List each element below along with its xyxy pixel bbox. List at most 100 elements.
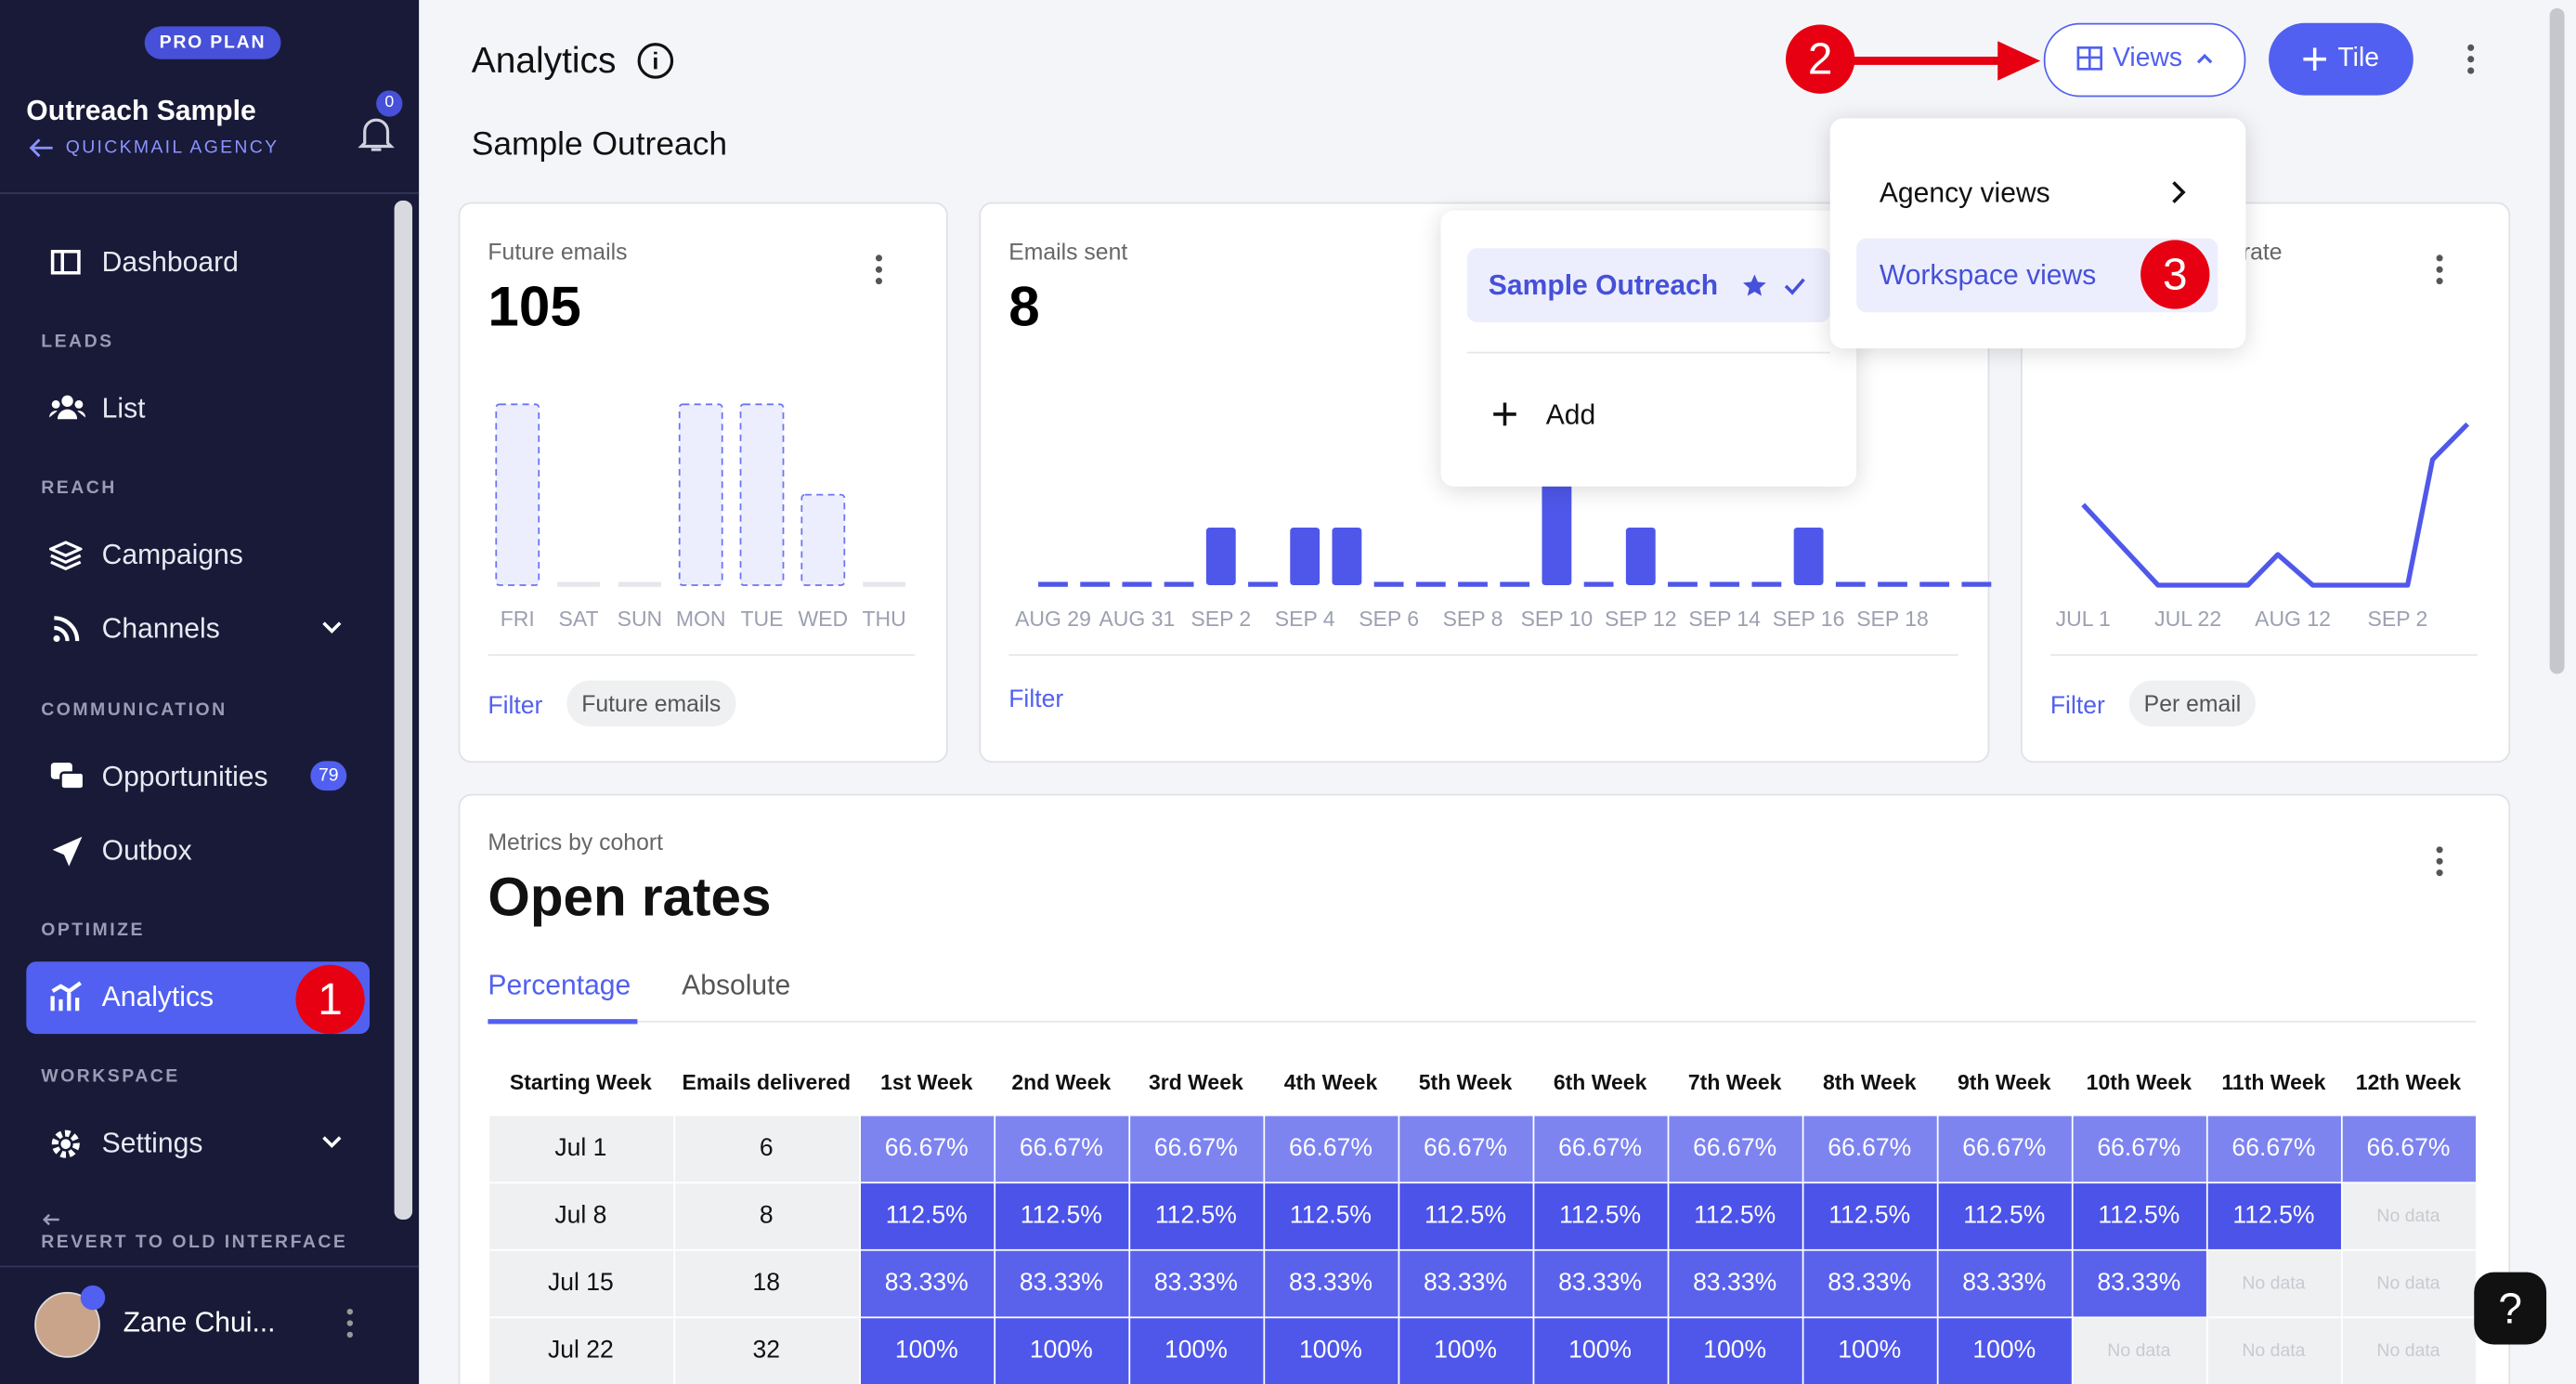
table-cell: No data	[2206, 1249, 2341, 1316]
nav-icon	[50, 981, 82, 1012]
nav-outbox[interactable]: Outbox	[101, 834, 192, 867]
x-tick-label: SUN	[618, 607, 663, 631]
table-cell: 112.5%	[1802, 1182, 1936, 1249]
bar	[1122, 581, 1152, 587]
nav-opportunities[interactable]: Opportunities	[101, 761, 268, 792]
filter-link[interactable]: Filter	[1008, 685, 1064, 714]
x-tick-label: JUL 1	[2056, 607, 2111, 631]
bar	[1205, 528, 1236, 585]
chevron	[322, 621, 342, 634]
nav-list[interactable]: List	[101, 392, 146, 424]
bar	[1668, 581, 1698, 587]
annotation-badge: 3	[2140, 240, 2210, 309]
table-cell: 66.67%	[1802, 1115, 1936, 1182]
tile-label: rate	[2242, 238, 2283, 265]
bar	[1751, 581, 1782, 587]
column-header: 10th Week	[2086, 1070, 2192, 1095]
nav-analytics[interactable]: Analytics	[101, 981, 215, 1013]
table-cell: 112.5%	[1668, 1182, 1802, 1249]
filter-chip[interactable]: Per email	[2128, 680, 2257, 727]
divider	[1466, 351, 1830, 354]
table-cell: No data	[2341, 1317, 2476, 1384]
add-view[interactable]: Add	[1545, 399, 1596, 431]
kebab[interactable]	[872, 254, 885, 286]
revert-link[interactable]: REVERT TO OLD INTERFACE	[41, 1233, 348, 1253]
tile-button[interactable]	[2269, 22, 2413, 96]
table-cell: 112.5%	[1129, 1182, 1263, 1249]
table-cell: 66.67%	[1264, 1115, 1398, 1182]
bell-icon[interactable]	[355, 111, 397, 154]
kebab[interactable]	[2465, 43, 2478, 75]
agency-views[interactable]: Agency views	[1879, 177, 2050, 209]
column-header: 11th Week	[2221, 1070, 2326, 1095]
column-header: Starting Week	[509, 1070, 652, 1095]
chevron	[322, 1136, 342, 1148]
bar	[863, 581, 906, 587]
kebab[interactable]	[2433, 845, 2446, 878]
x-tick-label: SEP 2	[1190, 607, 1251, 631]
bar	[1373, 581, 1404, 587]
table-cell: 83.33%	[860, 1249, 994, 1316]
tab[interactable]: Absolute	[682, 970, 791, 1001]
bar	[1625, 528, 1656, 585]
table-cell: 112.5%	[1264, 1182, 1398, 1249]
filter-chip[interactable]: Future emails	[566, 680, 736, 727]
table-cell: 66.67%	[1129, 1115, 1263, 1182]
bar	[1164, 581, 1194, 587]
bar	[739, 403, 785, 586]
nav-dashboard[interactable]: Dashboard	[101, 246, 239, 279]
table-cell: 112.5%	[1937, 1182, 2071, 1249]
workspace-name[interactable]: Outreach Sample	[26, 95, 256, 127]
column-header: Emails delivered	[682, 1070, 852, 1095]
nav-icon	[51, 1129, 80, 1158]
column-header: 7th Week	[1687, 1070, 1782, 1095]
bar	[1583, 581, 1614, 587]
table-cell: No data	[2206, 1317, 2341, 1384]
x-tick-label: AUG 12	[2255, 607, 2331, 631]
tab-active[interactable]: Percentage	[488, 970, 631, 1001]
kebab[interactable]	[2433, 254, 2446, 286]
info-icon[interactable]	[636, 41, 675, 80]
filter-link[interactable]: Filter	[2049, 692, 2105, 721]
back-arrow	[29, 138, 53, 158]
nav-icon	[53, 616, 80, 643]
table-cell: Jul 1	[488, 1115, 673, 1182]
x-tick-label: JUL 22	[2154, 607, 2221, 631]
x-tick-label: SEP 6	[1359, 607, 1419, 631]
views-icon	[2076, 46, 2103, 71]
nav-icon	[52, 836, 83, 867]
avatar[interactable]	[34, 1291, 100, 1358]
user-name[interactable]: Zane Chui...	[123, 1306, 276, 1338]
table-cell: 83.33%	[1264, 1249, 1398, 1316]
nav-icon	[49, 395, 85, 420]
bar	[1710, 581, 1740, 587]
menu-item-selected[interactable]	[1466, 248, 1830, 322]
bar	[1080, 581, 1111, 587]
agency-link[interactable]: QUICKMAIL AGENCY	[65, 137, 280, 158]
bar	[557, 581, 601, 587]
table-cell: 112.5%	[1533, 1182, 1667, 1249]
nav-campaigns[interactable]: Campaigns	[101, 539, 243, 571]
column-header: 1st Week	[880, 1070, 973, 1095]
x-tick-label: SEP 16	[1773, 607, 1845, 631]
table-cell: No data	[2072, 1317, 2206, 1384]
avatar-badge	[80, 1285, 106, 1311]
x-tick-label: SEP 18	[1856, 607, 1929, 631]
star-check	[1743, 274, 1805, 296]
x-tick-label: SEP 4	[1275, 607, 1335, 631]
chevron-up	[2196, 53, 2213, 64]
filter-link[interactable]: Filter	[488, 692, 543, 721]
help-button[interactable]: ?	[2474, 1272, 2547, 1345]
table-cell: 100%	[1399, 1317, 1532, 1384]
nav-settings[interactable]: Settings	[101, 1127, 203, 1159]
divider	[0, 1265, 420, 1268]
views-label: Views	[2113, 44, 2183, 72]
kebab[interactable]	[344, 1307, 357, 1339]
tile-label: Emails sent	[1008, 238, 1128, 265]
table-cell: Jul 22	[488, 1317, 673, 1384]
notification-count: 0	[376, 90, 403, 117]
bar	[1458, 581, 1488, 587]
nav-channels[interactable]: Channels	[101, 613, 220, 645]
view-name: Sample Outreach	[471, 126, 728, 163]
plus-icon	[2303, 47, 2327, 72]
